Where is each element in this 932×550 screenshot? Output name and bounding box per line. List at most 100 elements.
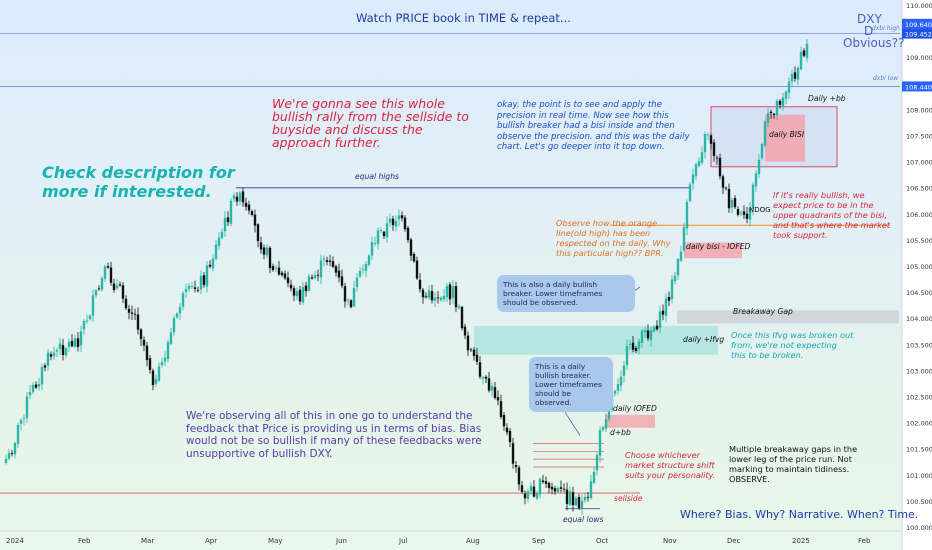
ifvg-zone: [474, 326, 718, 355]
candle-body: [208, 264, 212, 267]
candle-body: [700, 152, 704, 163]
x-tick-label: 2025: [792, 537, 810, 545]
candle-body: [787, 81, 791, 93]
candle-body: [283, 273, 287, 279]
candle-body: [241, 191, 245, 203]
candle-body: [325, 260, 329, 262]
candle-body: [541, 480, 545, 483]
candle-body: [145, 345, 149, 361]
candle-body: [406, 227, 410, 241]
candle-body: [550, 486, 554, 490]
candle-body: [691, 174, 695, 184]
note-sellside-to-buyside: We're gonna see this whole bullish rally…: [272, 96, 469, 150]
candle-body: [577, 497, 581, 508]
candle-body: [451, 286, 455, 298]
candle-body: [640, 330, 644, 343]
candle-body: [727, 188, 731, 209]
candle-body: [82, 320, 86, 330]
candle-body: [442, 295, 446, 300]
candle-body: [250, 211, 254, 215]
symbol-label: DXY: [857, 12, 882, 26]
candle-body: [514, 465, 518, 468]
candle-body: [586, 496, 590, 498]
candle-body: [49, 354, 53, 357]
candle-body: [397, 215, 401, 220]
x-tick-label: Oct: [596, 537, 608, 545]
candle-body: [682, 227, 686, 251]
candle-body: [490, 386, 494, 391]
candle-body: [484, 376, 488, 379]
candle-body: [754, 173, 758, 187]
candle-body: [262, 247, 266, 255]
candle-body: [43, 365, 47, 368]
candle-body: [205, 265, 209, 287]
label-sellside: sellside: [614, 494, 643, 503]
candle-body: [307, 276, 311, 291]
candle-body: [184, 288, 188, 292]
x-tick-label: Sep: [532, 537, 546, 545]
candle-body: [616, 384, 620, 391]
price-label-text: 109.452: [905, 31, 932, 39]
note-breakaway-gaps: Multiple breakaway gaps in the lower leg…: [729, 444, 858, 484]
candle-body: [676, 258, 680, 276]
candle-body: [46, 352, 50, 366]
candle-body: [778, 100, 782, 105]
candle-body: [199, 276, 203, 290]
candle-body: [448, 284, 452, 300]
candle-body: [472, 349, 476, 356]
candle-body: [97, 288, 101, 290]
candle-body: [766, 113, 770, 123]
candle-body: [802, 50, 806, 56]
daily-bisi-zone: [765, 114, 805, 162]
price-axis-bg: [902, 0, 932, 550]
candle-body: [715, 157, 719, 159]
candle-body: [631, 342, 635, 350]
candle-body: [763, 121, 767, 146]
candle-body: [238, 192, 242, 202]
candle-body: [103, 266, 107, 279]
breakaway-gap-zone: [677, 310, 899, 324]
candle-body: [232, 195, 236, 200]
label-equal-lows: equal lows: [563, 515, 604, 524]
candle-body: [511, 443, 515, 464]
candle-body: [40, 366, 44, 385]
candle-body: [136, 314, 140, 330]
candle-body: [418, 279, 422, 290]
candle-body: [154, 378, 158, 384]
candle-body: [553, 488, 557, 492]
candle-body: [337, 270, 341, 278]
candle-body: [706, 134, 710, 136]
candle-body: [100, 278, 104, 290]
candle-body: [427, 290, 431, 298]
candle-body: [349, 300, 353, 308]
candle-body: [124, 298, 128, 309]
candle-body: [580, 500, 584, 509]
callout-bullish-breaker-2: This is a daily bullish breaker. Lower t…: [529, 357, 613, 412]
y-tick-label: 109.000: [906, 54, 932, 62]
y-tick-label: 100.000: [906, 524, 932, 532]
x-tick-label: Aug: [466, 537, 480, 545]
candle-body: [67, 341, 71, 347]
x-tick-label: Feb: [78, 537, 91, 545]
candle-body: [346, 299, 350, 301]
candle-body: [352, 288, 356, 307]
candle-body: [298, 289, 302, 302]
candle-body: [712, 142, 716, 156]
candle-body: [367, 255, 371, 265]
candle-body: [517, 467, 521, 485]
obvious-label: Obvious??: [843, 36, 905, 50]
callout-bullish-breaker-1: This is also a daily bullish breaker. Lo…: [497, 275, 635, 312]
candle-body: [316, 274, 320, 276]
candle-body: [709, 135, 713, 144]
candle-body: [481, 377, 485, 379]
candle-body: [4, 458, 8, 463]
candle-body: [400, 215, 404, 219]
candle-body: [769, 111, 773, 114]
candle-body: [391, 218, 395, 226]
candle-body: [589, 481, 593, 499]
y-tick-label: 104.000: [906, 315, 932, 323]
candle-body: [331, 261, 335, 267]
candle-body: [412, 254, 416, 262]
